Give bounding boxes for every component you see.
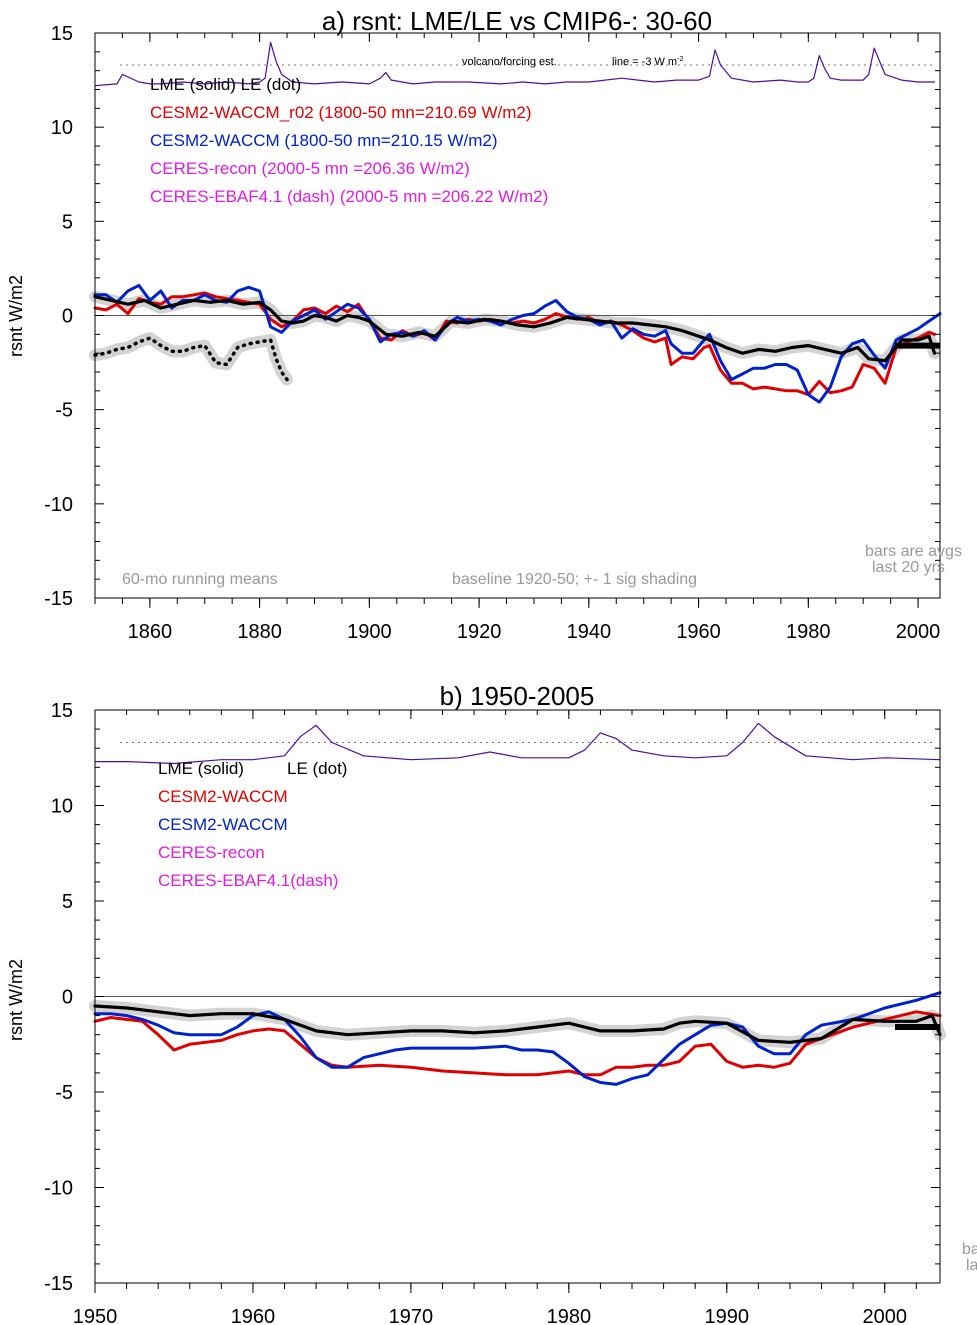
panel-a: a) rsnt: LME/LE vs CMIP6-: 30-60 rsnt W/… xyxy=(6,6,962,643)
panel-a-axes: -15 -10 -5 0 5 10 15 1860 1880 1900 1920 1940 1960 19… xyxy=(44,23,941,643)
x-tick-label: 1960 xyxy=(676,621,721,643)
y-tick-label: -5 xyxy=(55,1082,73,1104)
panel-a-annotations: volcano/forcing est. line = -3 W m-2 60-… xyxy=(122,56,962,588)
le-spread-shading xyxy=(89,332,293,386)
y-tick-label: 15 xyxy=(51,23,73,45)
x-tick-label: 1980 xyxy=(547,1306,592,1325)
volcano-series-line xyxy=(94,722,941,765)
panel-a-ylabel: rsnt W/m2 xyxy=(6,275,26,357)
legend-entry: CERES-recon xyxy=(158,843,265,862)
panel-b-ylabel: rsnt W/m2 xyxy=(6,959,26,1041)
y-tick-label: 10 xyxy=(51,117,73,139)
x-tick-label: 1900 xyxy=(347,621,392,643)
legend-entry: LME (solid) xyxy=(158,759,244,778)
x-tick-label: 1880 xyxy=(237,621,282,643)
x-tick-label: 1970 xyxy=(389,1306,434,1325)
y-tick-label: 10 xyxy=(51,796,73,818)
legend-entry: CERES-EBAF4.1(dash) xyxy=(158,871,338,890)
x-tick-label: 2000 xyxy=(862,1306,907,1325)
panel-a-legend: LME (solid) LE (dot) CESM2-WACCM_r02 (180… xyxy=(150,75,548,206)
volcano-forcing-label: volcano/forcing est. xyxy=(462,56,557,68)
bars-note-line1: ba xyxy=(962,1241,977,1258)
legend-entry: CESM2-WACCM xyxy=(158,815,288,834)
y-tick-label: 5 xyxy=(62,211,73,233)
legend-entry: LME (solid) LE (dot) xyxy=(150,75,301,94)
x-tick-label: 1990 xyxy=(705,1306,750,1325)
cesm2-series-line xyxy=(93,283,942,404)
panel-a-uncertainty-shading xyxy=(89,290,941,386)
cesm2-series-line xyxy=(93,991,942,1086)
legend-entry: CESM2-WACCM (1800-50 mn=210.15 W/m2) xyxy=(150,131,498,150)
line-value-label: line = -3 W m-2 xyxy=(612,56,683,68)
legend-entry: CESM2-WACCM xyxy=(158,787,288,806)
panel-b-axes: -15 -10 -5 0 5 10 15 1950 1960 1970 1980 1990 2000 xyxy=(44,700,941,1325)
x-tick-label: 1860 xyxy=(128,621,173,643)
panel-a-series xyxy=(93,41,942,404)
bars-note-line2: last 20 yrs xyxy=(872,559,945,576)
legend-entry: CESM2-WACCM_r02 (1800-50 mn=210.69 W/m2) xyxy=(150,103,532,122)
legend-entry: CERES-EBAF4.1 (dash) (2000-5 mn =206.22 … xyxy=(150,187,548,206)
panel-b-reference-lines xyxy=(95,741,940,997)
y-tick-label: -10 xyxy=(44,1178,73,1200)
y-tick-label: -5 xyxy=(55,400,73,422)
lme-spread-shading xyxy=(89,1000,946,1049)
legend-entry: LE (dot) xyxy=(287,759,347,778)
panel-b: b) 1950-2005 rsnt W/m2 -15 -10 -5 0 5 10 15 195… xyxy=(6,681,977,1325)
legend-entry: CERES-recon (2000-5 mn =206.36 W/m2) xyxy=(150,159,470,178)
panel-b-title: b) 1950-2005 xyxy=(440,681,595,711)
panel-a-title: a) rsnt: LME/LE vs CMIP6-: 30-60 xyxy=(322,6,712,36)
running-means-note: 60-mo running means xyxy=(122,571,278,588)
lme-series-line xyxy=(93,295,937,363)
y-tick-label: 5 xyxy=(62,891,73,913)
le-series-line xyxy=(93,336,289,382)
y-tick-label: 0 xyxy=(62,306,73,328)
x-tick-label: 1940 xyxy=(567,621,612,643)
bars-note-line1: bars are avgs xyxy=(865,543,962,560)
y-tick-label: 0 xyxy=(62,987,73,1009)
baseline-note: baseline 1920-50; +- 1 sig shading xyxy=(452,571,697,588)
volcano-series-line xyxy=(94,41,936,87)
x-tick-label: 1920 xyxy=(457,621,502,643)
bars-note-line2: la xyxy=(966,1257,977,1274)
panel-b-uncertainty-shading xyxy=(89,1000,946,1049)
y-tick-label: -15 xyxy=(44,588,73,610)
lme-spread-shading xyxy=(89,290,941,367)
panel-a-reference-lines xyxy=(95,64,940,316)
r02-series-line xyxy=(93,291,936,397)
panel-b-series xyxy=(93,722,942,1086)
x-tick-label: 1960 xyxy=(231,1306,276,1325)
r02-series-line xyxy=(93,1010,942,1077)
x-tick-label: 1980 xyxy=(786,621,831,643)
x-tick-label: 1950 xyxy=(73,1306,118,1325)
panel-b-annotations: ba la xyxy=(962,1241,977,1274)
lme-series-line xyxy=(93,1004,942,1044)
y-tick-label: -10 xyxy=(44,494,73,516)
y-tick-label: 15 xyxy=(51,700,73,722)
panel-b-legend: LME (solid) LE (dot) CESM2-WACCM CESM2-WACC… xyxy=(158,759,347,890)
y-tick-label: -15 xyxy=(44,1273,73,1295)
x-tick-label: 2000 xyxy=(896,621,941,643)
